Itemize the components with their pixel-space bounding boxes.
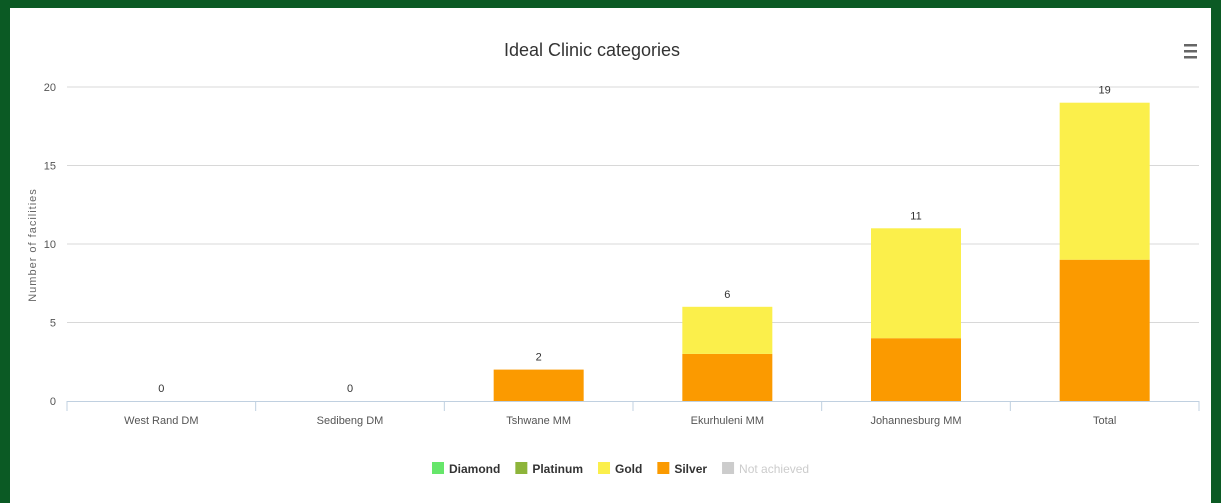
legend-item[interactable]: Diamond — [432, 462, 500, 476]
x-tick-label: Tshwane MM — [506, 415, 571, 427]
x-axis: West Rand DM Sedibeng DM Tshwane MM Ekurhul… — [66, 401, 1200, 427]
bar-segment — [871, 338, 961, 401]
grid-lines — [67, 86, 1199, 323]
legend-item[interactable]: Not achieved — [722, 462, 809, 476]
x-tick-label: Total — [1093, 415, 1116, 427]
bar-segment — [871, 228, 961, 339]
legend-item[interactable]: Gold — [598, 462, 642, 476]
legend-label[interactable]: Gold — [615, 462, 642, 476]
x-tick-label: West Rand DM — [124, 415, 198, 427]
data-label: 19 — [1099, 85, 1111, 97]
legend-item[interactable]: Platinum — [515, 462, 583, 476]
x-tick-label: Johannesburg MM — [870, 415, 961, 427]
menu-button[interactable] — [1178, 40, 1202, 64]
legend-swatch[interactable] — [598, 462, 611, 474]
y-axis-ticks: 0 5 10 15 20 — [44, 82, 56, 408]
legend: Diamond Platinum Gold Silver Not achieved — [432, 462, 809, 476]
data-label: 2 — [536, 352, 542, 364]
hamburger-menu-icon[interactable] — [1184, 44, 1197, 59]
bar-segment — [493, 369, 584, 401]
y-tick-label: 15 — [44, 161, 56, 173]
legend-label[interactable]: Platinum — [532, 462, 583, 476]
bar-segment — [682, 353, 773, 401]
data-label: 0 — [347, 383, 353, 395]
data-label: 0 — [158, 383, 164, 395]
legend-label[interactable]: Diamond — [449, 462, 500, 476]
legend-label[interactable]: Not achieved — [739, 462, 809, 476]
bars — [493, 102, 1150, 401]
bar-segment — [1059, 102, 1150, 260]
y-tick-label: 20 — [44, 82, 56, 94]
legend-item[interactable]: Silver — [657, 462, 707, 476]
y-tick-label: 10 — [44, 239, 56, 251]
y-tick-label: 5 — [50, 318, 56, 330]
legend-swatch[interactable] — [722, 462, 735, 474]
x-tick-label: Sedibeng DM — [317, 415, 384, 427]
data-label: 6 — [724, 289, 730, 301]
legend-swatch[interactable] — [432, 462, 444, 474]
legend-swatch[interactable] — [515, 462, 528, 474]
data-label: 11 — [910, 210, 921, 222]
y-axis-label: Number of facilities — [27, 188, 39, 302]
chart-title: Ideal Clinic categories — [504, 40, 680, 60]
legend-swatch[interactable] — [657, 462, 670, 474]
data-labels: 0 0 2 6 11 19 — [158, 85, 1111, 395]
legend-label[interactable]: Silver — [674, 462, 707, 476]
bar-segment — [1059, 259, 1150, 401]
bar-segment — [682, 306, 773, 354]
y-tick-label: 0 — [50, 396, 56, 408]
x-tick-label: Ekurhuleni MM — [691, 415, 764, 427]
